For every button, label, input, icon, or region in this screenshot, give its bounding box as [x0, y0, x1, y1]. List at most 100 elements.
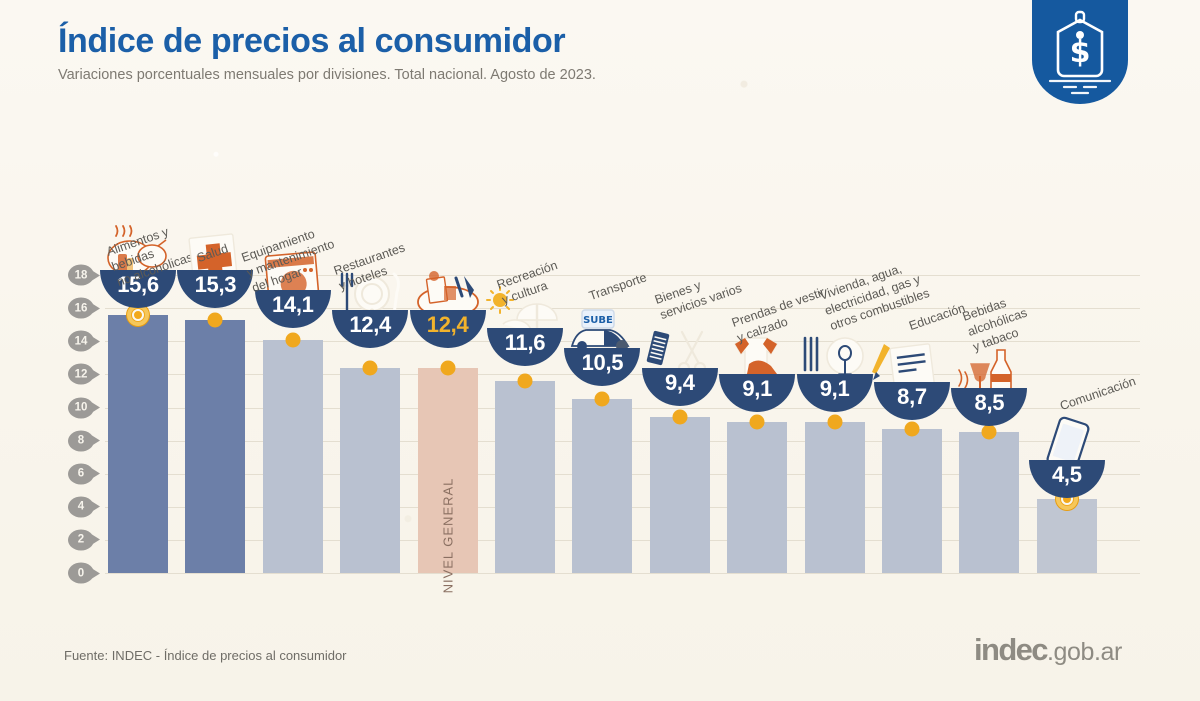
y-axis-tick: 6	[68, 463, 98, 485]
bar-rect	[108, 314, 168, 573]
bar-rect	[417, 367, 478, 573]
value-bubble: 9,1	[796, 336, 873, 412]
value-bubble: 9,1	[719, 336, 796, 412]
svg-text:SUBE: SUBE	[584, 315, 614, 326]
value-bubble: 15,6	[100, 225, 176, 308]
value-bowl: 8,5	[951, 388, 1028, 426]
bar-rect	[1036, 498, 1097, 573]
bar-2	[185, 319, 246, 573]
bar-4	[340, 367, 401, 573]
y-axis-tick-label: 0	[68, 562, 94, 584]
bar-1	[108, 314, 168, 573]
y-axis-tick: 10	[68, 397, 98, 418]
bar-5: NIVEL GENERAL	[417, 367, 478, 593]
value-bowl: 9,4	[641, 368, 718, 406]
value-marker-dot	[207, 312, 223, 328]
value-marker-dot	[672, 409, 688, 425]
value-marker-dot	[981, 424, 997, 440]
value-marker-dot	[594, 391, 610, 407]
gridline	[105, 308, 1140, 310]
y-axis-tick: 14	[68, 330, 98, 352]
indec-wordmark-bold: indec	[973, 632, 1049, 667]
bar-value-label: 12,4	[349, 312, 391, 337]
value-bubble: 12,4	[332, 272, 409, 348]
bar-rect	[959, 432, 1020, 573]
header: Índice de precios al consumidor Variacio…	[58, 22, 596, 83]
value-bowl: 11,6	[487, 328, 563, 366]
bar-13	[1036, 498, 1097, 573]
value-bowl: 8,7	[874, 382, 950, 420]
y-axis-tick: 16	[68, 297, 98, 319]
bar-rect	[727, 422, 788, 573]
bar-rect	[495, 381, 555, 573]
y-axis-tick: 0	[68, 562, 98, 584]
value-bowl: 4,5	[1028, 460, 1105, 498]
y-axis-tick-label: 18	[68, 264, 94, 286]
y-axis-tick-label: 2	[68, 529, 94, 551]
bar-6	[495, 381, 555, 573]
bar-value-label: 12,4	[426, 312, 469, 337]
bar-value-label: 4,5	[1051, 462, 1082, 487]
bar-value-label: 15,6	[117, 272, 159, 297]
bar-9	[727, 422, 788, 573]
y-axis-tick-label: 4	[68, 496, 94, 518]
page-title: Índice de precios al consumidor	[58, 22, 566, 60]
price-tag-shield-icon: $	[1032, 0, 1128, 104]
value-bowl: 14,1	[254, 290, 331, 328]
value-marker-dot	[904, 421, 920, 437]
indec-wordmark-thin: .gob.ar	[1046, 638, 1122, 666]
value-bowl: 10,5	[564, 348, 641, 386]
value-bowl: 15,3	[177, 270, 254, 308]
value-marker-dot	[440, 360, 456, 376]
y-axis-tick-label: 10	[68, 397, 94, 418]
value-bubble: 8,5	[951, 349, 1028, 426]
bar-3	[262, 339, 323, 573]
value-marker-dot	[827, 414, 843, 430]
svg-text:$: $	[1070, 35, 1091, 70]
value-marker-dot	[362, 360, 378, 376]
gridline	[105, 275, 1140, 277]
y-axis-tick: 8	[68, 430, 98, 452]
bar-value-label: 9,4	[664, 370, 695, 395]
y-axis-tick: 2	[68, 529, 98, 551]
bar-value-label: 9,1	[819, 376, 850, 401]
food-bowl-icon	[100, 225, 176, 276]
y-axis-tick: 18	[68, 264, 98, 286]
value-bowl: 12,4	[332, 310, 409, 348]
value-bubble: 4,5	[1028, 416, 1105, 498]
y-axis: 0 2 4 6 8 10 12 14 16 18	[0, 120, 105, 584]
bar-rect	[649, 417, 710, 573]
indec-wordmark: indec.gob.ar	[974, 632, 1122, 668]
value-bowl: 9,1	[796, 374, 873, 412]
value-bubble: 9,4	[641, 330, 718, 406]
y-axis-tick-label: 14	[68, 330, 94, 352]
y-axis-tick: 12	[68, 363, 98, 385]
y-axis-tick: 4	[68, 496, 98, 518]
y-axis-tick-label: 6	[68, 463, 94, 485]
bar-rect	[185, 319, 246, 573]
bar-rect	[262, 339, 323, 573]
value-bubble: SUBE 10,5	[564, 309, 641, 386]
value-bubble: 14,1	[254, 251, 331, 328]
bar-value-label: 8,5	[974, 390, 1005, 415]
y-axis-tick-label: 16	[68, 297, 94, 319]
value-bubble: 15,3	[177, 232, 254, 308]
bar-value-label: 9,1	[742, 376, 773, 401]
bar-value-label: 10,5	[581, 350, 624, 375]
nivel-general-label: NIVEL GENERAL	[440, 477, 456, 594]
bar-value-label: 11,6	[504, 330, 546, 355]
bar-rect	[340, 367, 401, 573]
notebook-pencil-icon	[872, 343, 950, 389]
value-marker-dot	[127, 303, 149, 326]
bar-10	[804, 422, 865, 573]
bar-8	[649, 417, 710, 573]
footer-source: Fuente: INDEC - Índice de precios al con…	[64, 648, 347, 663]
value-marker-dot	[285, 332, 301, 348]
y-axis-tick-label: 12	[68, 363, 94, 385]
value-marker-dot	[517, 373, 533, 389]
bar-value-label: 14,1	[271, 292, 314, 317]
value-marker-dot	[749, 414, 765, 430]
y-axis-tick-label: 8	[68, 430, 94, 452]
value-bubble: 11,6	[486, 286, 563, 366]
